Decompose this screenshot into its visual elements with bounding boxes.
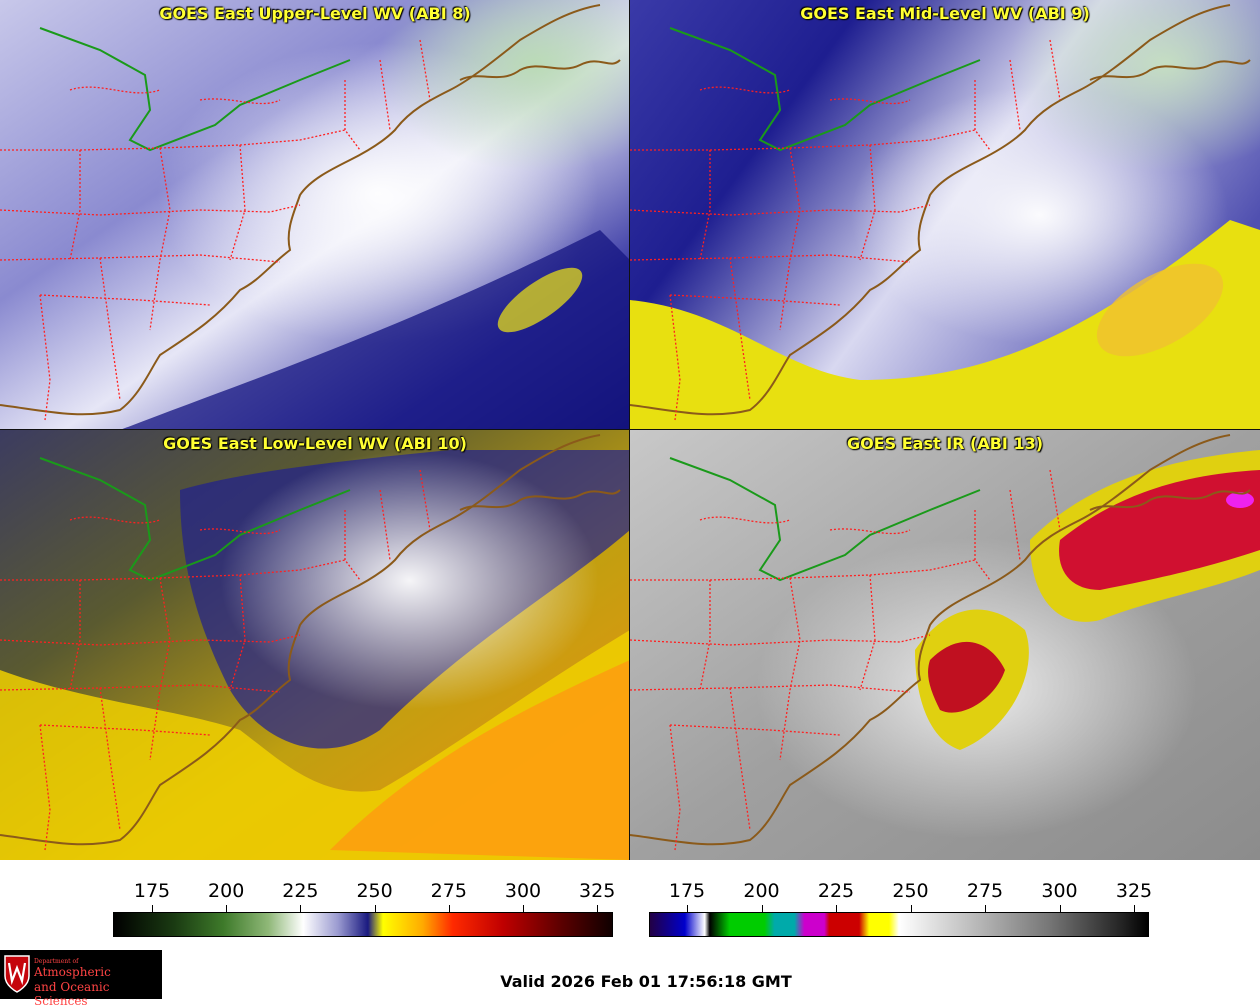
ir-tick-mark — [1059, 905, 1061, 912]
panel-divider-vertical — [629, 0, 630, 860]
ir-tick-label: 200 — [743, 880, 780, 902]
wv-tick-mark — [597, 905, 599, 912]
panel-title: GOES East IR (ABI 13) — [846, 434, 1044, 453]
wv-tick-label: 275 — [430, 880, 467, 902]
valid-time: Valid 2026 Feb 01 17:56:18 GMT — [500, 972, 792, 991]
logo-line1: Atmospheric — [34, 965, 111, 979]
panel-upper-level-wv: GOES East Upper-Level WV (ABI 8) — [0, 0, 630, 430]
panel-low-level-wv: GOES East Low-Level WV (ABI 10) — [0, 430, 630, 860]
ir-tick-mark — [687, 905, 688, 912]
aos-logo: Department of Atmospheric and Oceanic Sc… — [0, 950, 162, 1008]
wv-tick-label: 325 — [579, 880, 616, 902]
ir-colorbar — [649, 912, 1149, 937]
ir-image — [630, 430, 1260, 860]
uw-crest-icon — [4, 955, 30, 993]
wv-tick-mark — [523, 905, 524, 912]
ir-tick-label: 250 — [892, 880, 929, 902]
ir-tick-mark — [985, 905, 986, 912]
wv-tick-mark — [300, 905, 302, 912]
wv-tick-mark — [152, 905, 153, 912]
wv-tick-mark — [374, 905, 376, 912]
panel-title: GOES East Upper-Level WV (ABI 8) — [159, 4, 471, 23]
wv-tick-label: 300 — [504, 880, 542, 902]
logo-line2: and Oceanic Sciences — [34, 980, 110, 1008]
wv-tick-mark — [226, 905, 228, 912]
wv-mid-image — [630, 0, 1260, 430]
ir-tick-mark — [836, 905, 837, 912]
ir-tick-label: 275 — [966, 880, 1004, 902]
ir-tick-mark — [910, 905, 912, 912]
ir-tick-label: 175 — [668, 880, 706, 902]
wv-upper-image — [0, 0, 630, 430]
wv-tick-mark — [448, 905, 450, 912]
ir-tick-mark — [761, 905, 763, 912]
wv-tick-label: 225 — [282, 880, 319, 902]
ir-tick-mark — [1134, 905, 1135, 912]
ir-tick-label: 325 — [1115, 880, 1153, 902]
wv-low-image — [0, 430, 630, 860]
ir-tick-label: 300 — [1041, 880, 1078, 902]
panel-title: GOES East Mid-Level WV (ABI 9) — [800, 4, 1090, 23]
logo-dept: Department of — [34, 958, 79, 965]
panel-ir: GOES East IR (ABI 13) — [630, 430, 1260, 860]
wv-tick-label: 175 — [133, 880, 171, 902]
panel-mid-level-wv: GOES East Mid-Level WV (ABI 9) — [630, 0, 1260, 430]
panel-divider-horizontal — [0, 429, 1260, 430]
wv-colorbar — [113, 912, 613, 937]
wv-tick-label: 250 — [356, 880, 393, 902]
ir-tick-label: 225 — [817, 880, 855, 902]
panel-title: GOES East Low-Level WV (ABI 10) — [163, 434, 467, 453]
wv-tick-label: 200 — [208, 880, 245, 902]
